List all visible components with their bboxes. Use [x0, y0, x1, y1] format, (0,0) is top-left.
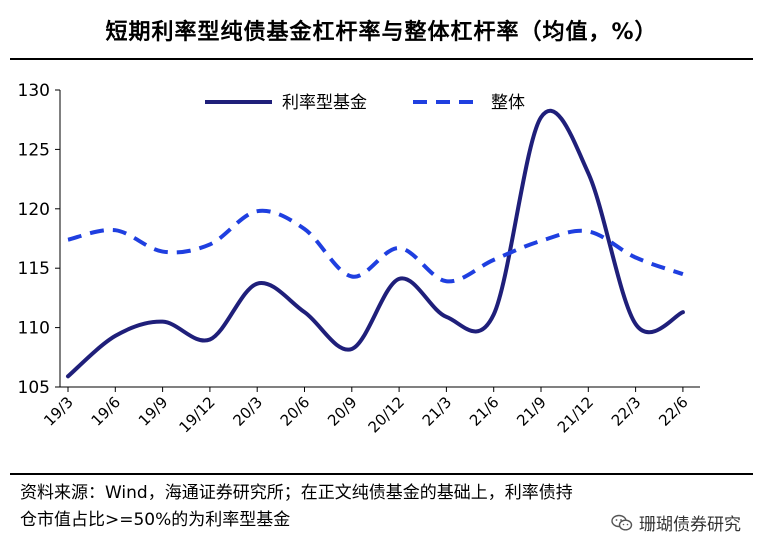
x-tick-label: 19/12	[175, 393, 218, 436]
x-tick-label: 20/12	[365, 393, 408, 436]
y-tick-label: 125	[18, 140, 50, 160]
watermark-text: 珊瑚债券研究	[639, 515, 741, 535]
source-line-1: 资料来源：Wind，海通证券研究所；在正文纯债基金的基础上，利率债持	[20, 483, 573, 503]
watermark: 珊瑚债券研究	[611, 510, 741, 535]
line-chart: 105 110 115 120 125 130 19/3 19/6 19/9 19/12 20/3 2…	[18, 81, 700, 436]
y-tick-label: 120	[18, 200, 50, 220]
x-tick-label: 19/6	[88, 393, 125, 430]
x-tick-label: 21/3	[419, 393, 456, 430]
x-tick-label: 21/12	[554, 393, 597, 436]
x-tick-label: 19/9	[135, 393, 172, 430]
x-tick-label: 20/9	[324, 393, 361, 430]
y-tick-label: 110	[18, 319, 50, 339]
top-divider	[10, 58, 753, 60]
x-tick-label: 22/3	[608, 393, 645, 430]
chart-title: 短期利率型纯债基金杠杆率与整体杠杆率（均值，%）	[105, 20, 658, 45]
wechat-icon	[611, 514, 633, 531]
y-tick-label: 130	[18, 81, 50, 101]
series-line-rate-fund	[66, 108, 685, 379]
series-line-overall	[67, 208, 684, 284]
x-tick-label: 20/3	[229, 393, 266, 430]
x-tick-label: 22/6	[655, 393, 692, 430]
legend-label: 利率型基金	[282, 93, 367, 113]
x-tick-label: 20/6	[277, 393, 314, 430]
y-tick-label: 115	[18, 259, 50, 279]
source-note: 资料来源：Wind，海通证券研究所；在正文纯债基金的基础上，利率债持 仓市值占比…	[20, 480, 750, 534]
source-line-2: 仓市值占比>=50%的为利率型基金	[20, 510, 291, 530]
title-bar: 短期利率型纯债基金杠杆率与整体杠杆率（均值，%）	[0, 0, 763, 62]
x-tick-label: 21/9	[513, 393, 550, 430]
bottom-divider	[10, 473, 753, 475]
x-tick-label: 19/3	[40, 393, 77, 430]
y-tick-label: 105	[18, 378, 50, 398]
x-tick-label: 21/6	[466, 393, 503, 430]
legend-label: 整体	[491, 93, 525, 113]
